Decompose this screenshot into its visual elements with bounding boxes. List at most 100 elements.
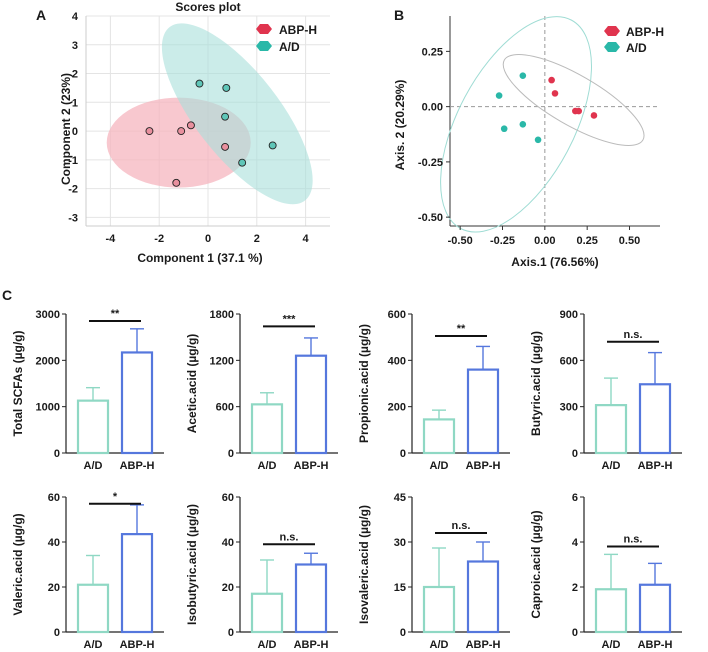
significance-label: n.s.: [280, 531, 299, 543]
y-tick-label: 60: [222, 492, 234, 504]
bar-panel: 0 15 30 45 A/D ABP-H n.s. Isovaleric.acid (µg/g…: [357, 492, 510, 651]
legend-marker-ad: [604, 42, 620, 52]
y-tick-label: 1200: [210, 355, 234, 367]
y-tick-label: 0: [72, 126, 78, 138]
y-axis-label: Valeric.acid (µg/g): [11, 513, 25, 615]
bar-panel: 0 2 4 6 A/D ABP-H n.s. Caproic.acid (µg/g): [529, 492, 682, 651]
y-tick-label: 20: [48, 582, 60, 594]
legend-label-abp-h: ABP-H: [279, 23, 317, 37]
x-tick-label: ABP-H: [120, 639, 155, 651]
y-tick-label: 0: [54, 448, 60, 460]
x-tick-label: A/D: [84, 460, 103, 472]
point-ad: [495, 92, 503, 99]
bar-ad: [422, 585, 456, 634]
legend-label-ad: A/D: [626, 41, 647, 55]
bar-abp-h: [120, 351, 154, 455]
point-ad: [519, 121, 527, 128]
scores-plot-chart: -4 -2 0 2 4 -3 -2 -1 0 1 2 3 4 Scores plot Component 1…: [59, 0, 330, 265]
ellipse-abp-h: [502, 54, 645, 146]
bar-ad: [594, 404, 628, 455]
y-axis-label: Isovaleric.acid (µg/g): [357, 505, 371, 624]
y-tick-label: 600: [388, 309, 406, 321]
point-ad: [268, 141, 277, 150]
y-tick-label: -1: [68, 155, 78, 167]
x-tick-label: ABP-H: [294, 639, 329, 651]
y-tick-label: 0: [228, 448, 234, 460]
x-tick-label: 2: [254, 233, 260, 245]
y-tick-label: 0: [572, 627, 578, 639]
significance-label: n.s.: [624, 329, 643, 341]
bar-ad: [76, 399, 110, 455]
y-tick-label: 200: [388, 402, 406, 414]
significance-label: n.s.: [624, 534, 643, 546]
y-tick-label: 3: [72, 40, 78, 52]
chart-title: Scores plot: [175, 0, 240, 14]
bar-panel: 0 20 40 60 A/D ABP-H n.s. Isobutyric.acid (µg/g…: [185, 492, 338, 651]
x-tick-label: 0.25: [576, 235, 597, 247]
legend-marker-abp-h: [256, 24, 272, 34]
y-axis-label: Acetic.acid (µg/g): [185, 334, 199, 434]
panel-label-a: A: [36, 7, 46, 23]
y-axis-label: Propionic.acid (µg/g): [357, 324, 371, 443]
point-ad: [534, 136, 542, 144]
point-ad: [195, 79, 204, 88]
y-tick-label: 0: [54, 627, 60, 639]
y-axis-label: Axis. 2 (20.29%): [393, 80, 407, 171]
significance-label: n.s.: [452, 520, 471, 532]
x-tick-label: A/D: [430, 639, 449, 651]
y-tick-label: 400: [388, 355, 406, 367]
y-tick-label: 40: [48, 537, 60, 549]
y-axis-label: Butyric.acid (µg/g): [529, 331, 543, 436]
x-tick-label: A/D: [258, 460, 277, 472]
x-tick-label: 0.00: [534, 235, 555, 247]
y-axis-label: Caproic.acid (µg/g): [529, 510, 543, 618]
point-abp-h: [551, 90, 559, 97]
y-tick-label: 40: [222, 537, 234, 549]
bar-panel: 0 200 400 600 A/D ABP-H ** Propionic.acid (µg/g…: [357, 309, 510, 472]
point-abp-h: [590, 112, 598, 119]
y-tick-label: 2: [572, 582, 578, 594]
bar-abp-h: [466, 560, 500, 634]
bar-abp-h: [638, 383, 672, 455]
ellipse-ad: [161, 23, 313, 205]
bar-panel: 0 600 1200 1800 A/D ABP-H *** Acetic.acid (µg/g…: [185, 309, 338, 472]
bar-ad: [422, 418, 456, 455]
x-tick-label: -0.25: [490, 235, 515, 247]
legend-label-ad: A/D: [279, 40, 300, 54]
significance-label: **: [457, 323, 466, 335]
bar-ad: [250, 403, 284, 455]
x-tick-label: 0: [205, 233, 211, 245]
x-tick-label: ABP-H: [466, 460, 501, 472]
y-tick-label: 0: [572, 448, 578, 460]
panel-label-b: B: [394, 7, 404, 23]
y-tick-label: 1000: [36, 402, 60, 414]
point-abp-h: [221, 142, 230, 151]
y-tick-label: 0: [228, 627, 234, 639]
y-tick-label: 3000: [36, 309, 60, 321]
point-ad: [519, 72, 527, 79]
bar-panel: 0 20 40 60 A/D ABP-H * Valeric.acid (µg/g): [11, 491, 164, 651]
y-tick-label: 0.25: [422, 46, 443, 58]
y-tick-label: 30: [394, 537, 406, 549]
y-axis-label: Component 2 (23%): [59, 73, 73, 185]
y-tick-label: 20: [222, 582, 234, 594]
point-abp-h: [575, 107, 583, 115]
point-ad: [221, 112, 230, 121]
x-tick-label: ABP-H: [466, 639, 501, 651]
y-tick-label: 15: [394, 582, 406, 594]
y-tick-label: 0.00: [422, 102, 443, 114]
y-axis-label: Total SCFAs (µg/g): [11, 330, 25, 436]
bar-ad: [76, 583, 110, 634]
y-tick-label: -3: [68, 212, 78, 224]
y-tick-label: 6: [572, 492, 578, 504]
panel-label-c: C: [2, 287, 12, 303]
pcoa-chart: -0.50 -0.25 0.00 0.25 0.50 -0.50 -0.25 0.00 0.25…: [393, 16, 664, 269]
y-tick-label: 1: [72, 97, 78, 109]
point-ad: [500, 125, 508, 133]
significance-label: *: [113, 491, 118, 503]
y-tick-label: 2000: [36, 355, 60, 367]
y-tick-label: 2: [72, 69, 78, 81]
x-tick-label: ABP-H: [120, 460, 155, 472]
